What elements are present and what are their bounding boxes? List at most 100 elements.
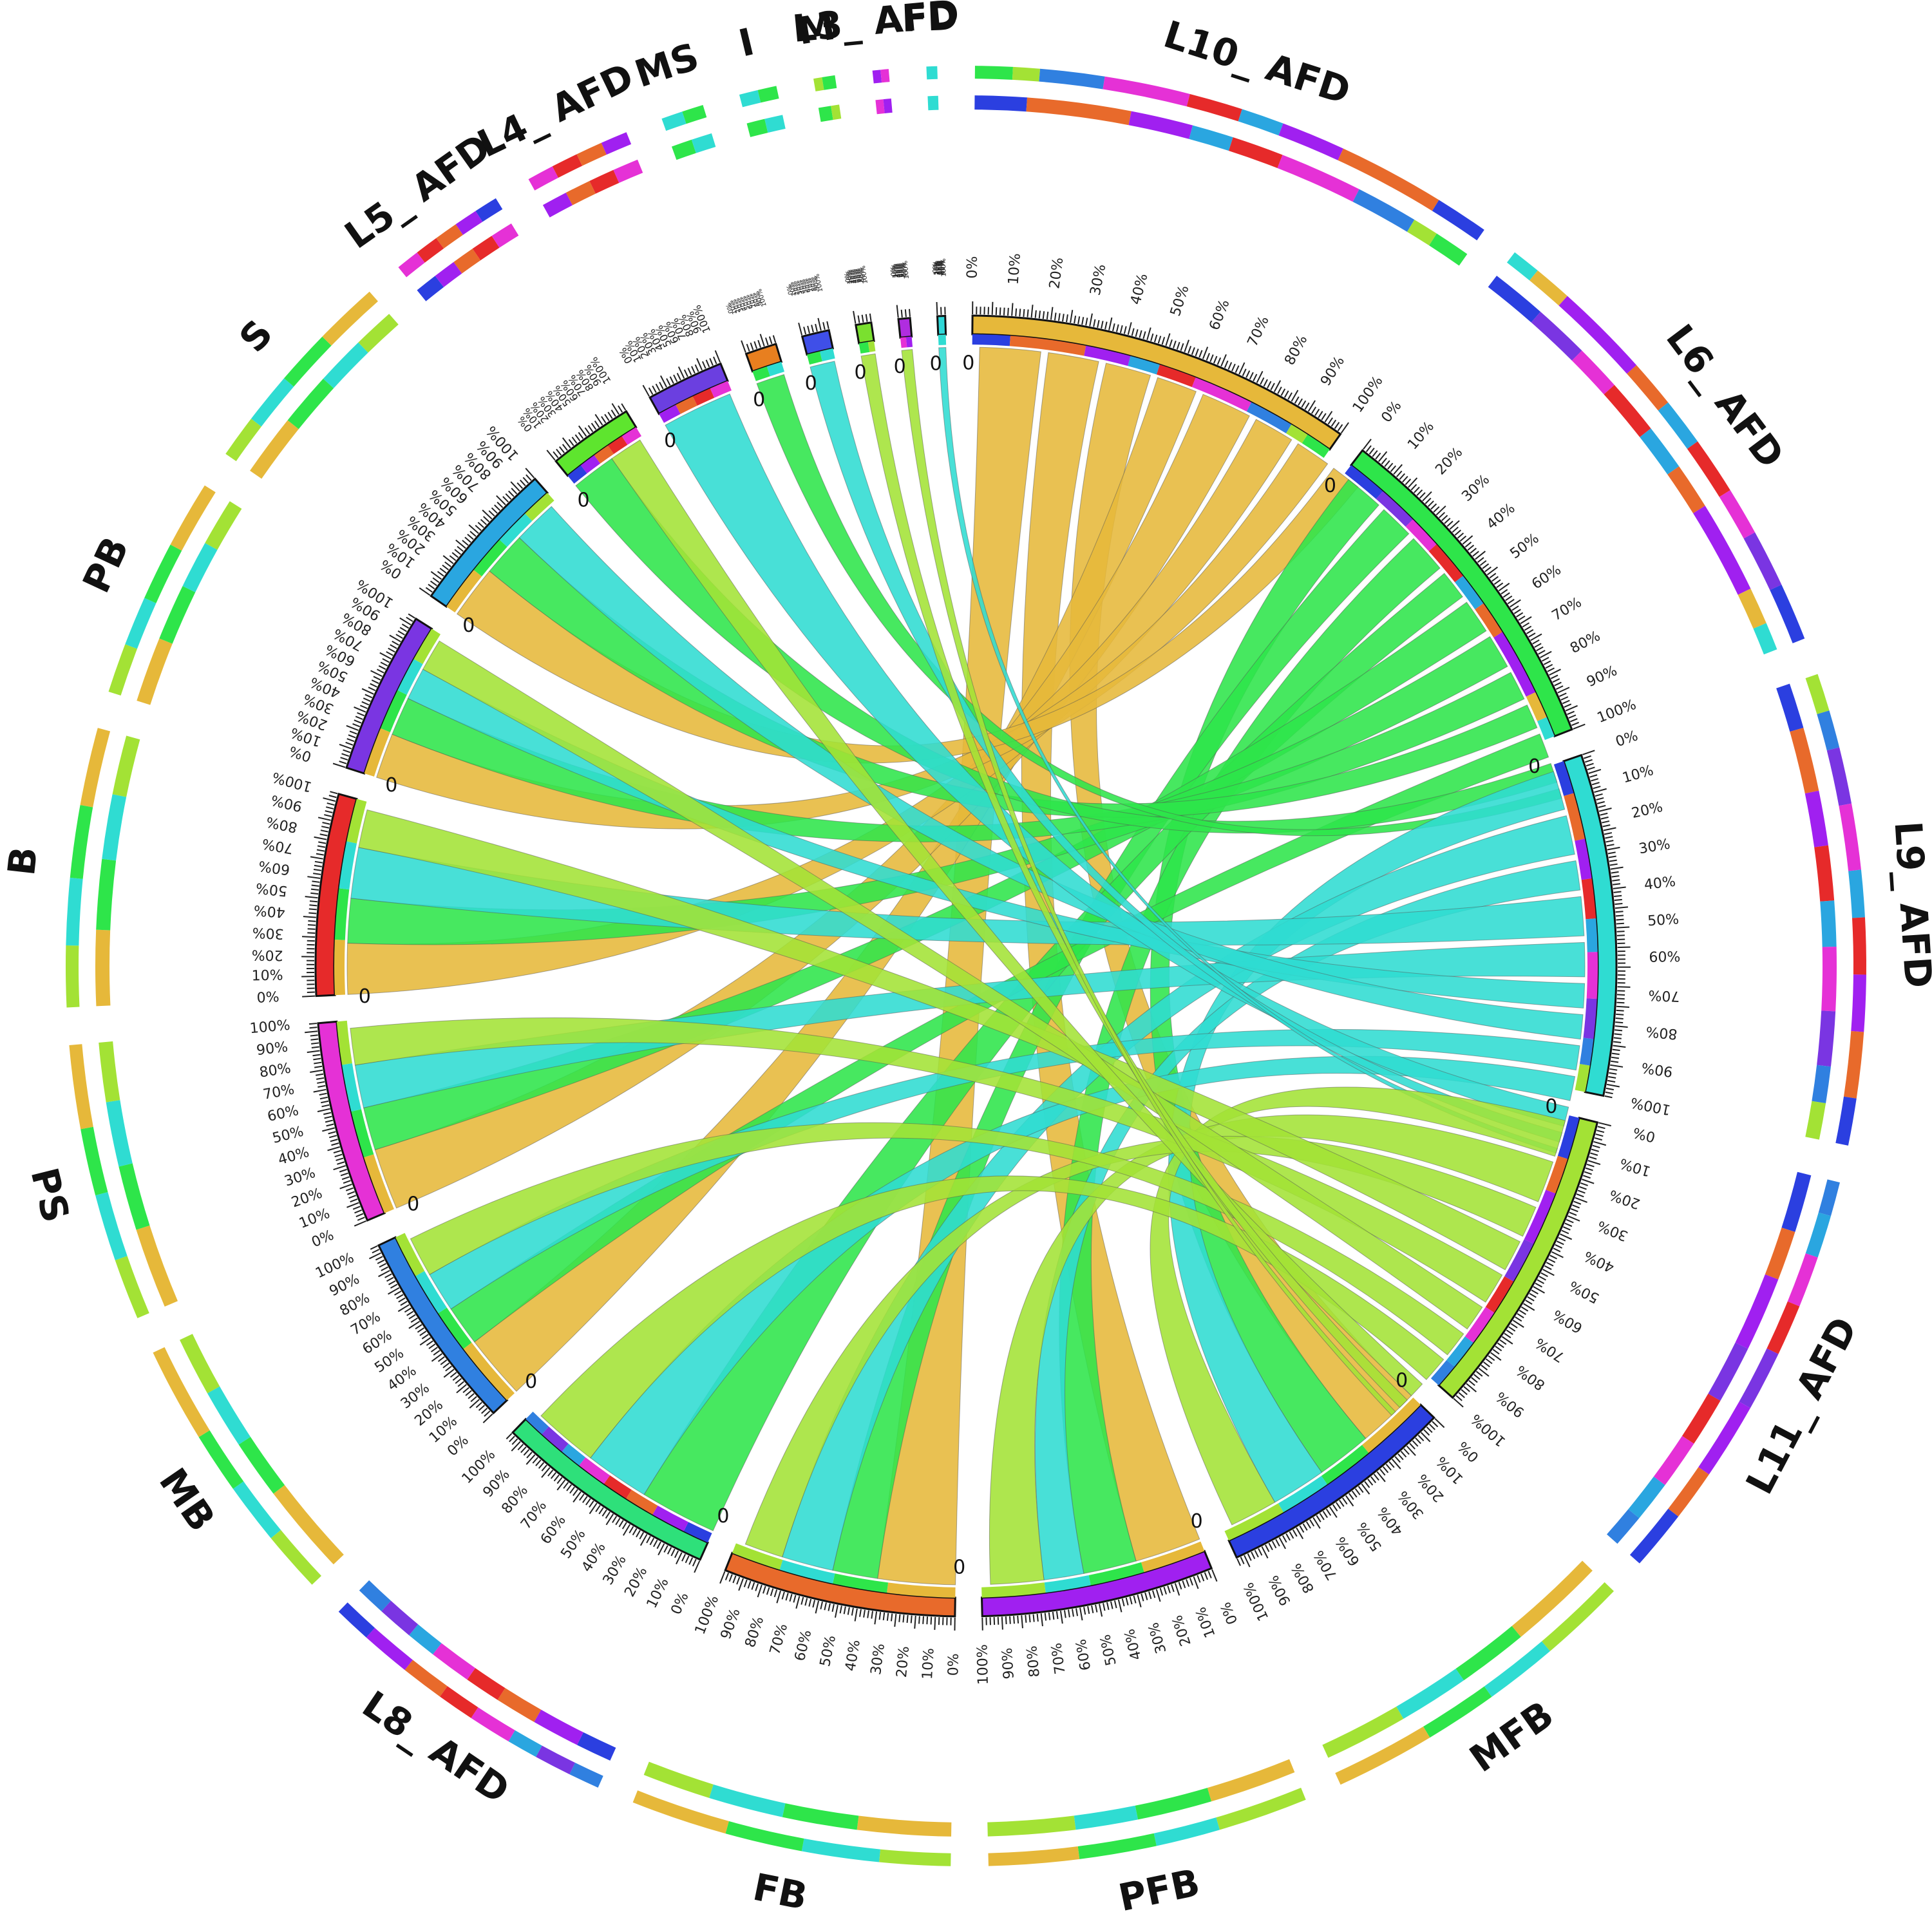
tick-label-M-1: 10%: [845, 269, 855, 285]
outer-track-1-L11_AFD-7: [1606, 1509, 1640, 1544]
tick-label-L6_AFD-4: 40%: [1484, 500, 1519, 533]
outer-track-2-PS-2: [80, 1126, 108, 1196]
ticks-L5_AFD: [546, 402, 627, 461]
tick-label-PFB-1: 10%: [1193, 1605, 1218, 1640]
tick-label-MFB-5: 50%: [1354, 1519, 1385, 1554]
ticks-PS: [305, 1023, 367, 1227]
outer-track-2-L8_AFD-0: [569, 1763, 603, 1788]
zero-label-FD: 0: [930, 353, 942, 375]
outer-track-1-L11_AFD-1: [1765, 1227, 1795, 1280]
tick-label-PS-9: 90%: [256, 1039, 289, 1059]
outer-track-2-S-2: [284, 336, 332, 387]
tick-label-L11_AFD-6: 60%: [1550, 1306, 1586, 1336]
outer-track-1-PB-1: [159, 585, 196, 644]
zero-label-L5_AFD: 0: [578, 489, 590, 511]
tick-label-M-8: 80%: [857, 267, 866, 283]
arc-inner-L8_AFD-3: [603, 1475, 632, 1499]
segment-label-MB: MB: [151, 1461, 224, 1540]
tick-label-L6_AFD-1: 10%: [1405, 419, 1437, 453]
tick-label-L3_AFD-5: 50%: [896, 263, 904, 278]
tick-label-B-1: 10%: [251, 968, 283, 985]
arc-inner-MFB-2: [1278, 1475, 1327, 1513]
outer-track-1-L6_AFD-4: [1640, 428, 1680, 475]
outer-track-2-L11_AFD-5: [1698, 1401, 1750, 1475]
ribbon-L11_AFD-MFB: [1150, 1086, 1566, 1526]
arc-inner-L6_AFD-4: [1455, 576, 1484, 610]
tick-label-PS-3: 30%: [283, 1165, 317, 1190]
tick-label-L3_AFD-9: 90%: [901, 263, 909, 278]
tick-label-L11_AFD-8: 80%: [1513, 1361, 1548, 1393]
outer-track-2-PS-3: [69, 1044, 93, 1130]
tick-label-L6_AFD-8: 80%: [1567, 628, 1603, 657]
outer-track-1-L10_AFD-5: [1277, 155, 1359, 202]
outer-track-1-L4_AFD-1: [565, 180, 596, 205]
outer-track-1-L10_AFD-8: [1429, 233, 1468, 266]
outer-track-1-L9_AFD-3: [1814, 845, 1835, 902]
ticks-I: [798, 317, 829, 336]
outer-track-1-L9_AFD-4: [1820, 900, 1837, 947]
outer-track-1-PS-2: [106, 1100, 133, 1167]
tick-label-L8_AFD-5: 50%: [558, 1526, 589, 1562]
outer-track-2-L6_AFD-3: [1627, 365, 1669, 411]
outer-track-2-PFB-3: [988, 1846, 1080, 1866]
ribbon-L6_AFD-FB: [832, 509, 1410, 1579]
outer-track-1-MS-0: [671, 139, 696, 160]
ticks-PFB: [981, 1569, 1218, 1631]
outer-track-1-L11_AFD-0: [1781, 1171, 1812, 1232]
outer-track-1-PFB-0: [1207, 1759, 1295, 1802]
tick-label-FB-8: 80%: [743, 1615, 768, 1649]
tick-label-I-6: 60%: [802, 278, 813, 293]
tick-label-L10_AFD-3: 30%: [1088, 263, 1110, 297]
outer-track-2-L5_AFD-3: [455, 211, 483, 235]
outer-track-1-MB-3: [180, 1334, 220, 1394]
tick-label-MFB-6: 60%: [1332, 1533, 1363, 1569]
tick-label-L3_AFD-4: 40%: [895, 263, 903, 278]
outer-track-1-L11_AFD-5: [1653, 1435, 1694, 1485]
arc-inner-L5_AFD-0: [567, 465, 587, 484]
outer-track-2-PB-1: [125, 598, 156, 649]
arc-inner-M-0: [858, 341, 870, 354]
outer-track-1-PB-3: [205, 501, 242, 550]
outer-track-1-L9_AFD-2: [1804, 790, 1828, 848]
outer-track-2-L4_AFD-0: [528, 166, 558, 191]
arc-inner-L5_AFD-2: [594, 445, 614, 464]
outer-track-2-S-1: [251, 378, 294, 427]
outer-track-1-PS-0: [136, 1225, 178, 1307]
tick-label-B-9: 90%: [269, 791, 303, 815]
outer-track-2-L9_AFD-2: [1826, 747, 1852, 806]
tick-label-L10_AFD-1: 10%: [1006, 252, 1024, 285]
outer-track-2-L6_AFD-1: [1530, 270, 1567, 306]
outer-track-2-FB-2: [725, 1821, 804, 1852]
arc-inner-L8_AFD-6: [542, 1426, 569, 1452]
ribbon-L9_AFD-S: [518, 506, 1584, 1040]
tick-label-PFB-7: 70%: [1048, 1642, 1068, 1675]
arc-inner-L6_AFD-2: [1405, 519, 1437, 551]
outer-track-1-L8_AFD-2: [497, 1688, 542, 1722]
outer-track-1-B-2: [102, 794, 127, 861]
arc-inner-MFB-1: [1321, 1444, 1369, 1484]
arc-inner-L9_AFD-2: [1575, 838, 1592, 880]
outer-track-1-S-1: [287, 379, 334, 430]
arc-inner-B-2: [339, 841, 357, 890]
arc-inner-PS-2: [342, 1063, 361, 1112]
arc-inner-PB-2: [397, 659, 423, 695]
outer-track-2-FB-1: [801, 1838, 881, 1862]
arc-inner-L6_AFD-7: [1526, 692, 1547, 721]
outer-track-2-L3_AFD-0: [872, 70, 882, 84]
tick-label-FD-2: 20%: [933, 261, 941, 276]
ribbon-L11_AFD-L8_AFD: [540, 1175, 1444, 1459]
outer-track-2-MB-0: [270, 1530, 322, 1585]
tick-label-FD-5: 50%: [936, 260, 943, 275]
outer-track-2-L8_AFD-4: [440, 1686, 478, 1718]
outer-track-1-FB-0: [857, 1815, 952, 1837]
tick-label-FD-3: 30%: [934, 261, 942, 276]
tick-label-L9_AFD-4: 40%: [1643, 874, 1677, 894]
outer-track-2-S-0: [225, 419, 261, 462]
arc-inner-L10_AFD-7: [1286, 424, 1308, 444]
tick-label-FB-6: 60%: [792, 1629, 815, 1663]
tick-label-M-6: 60%: [853, 268, 862, 283]
outer-track-1-L6_AFD-5: [1667, 466, 1705, 514]
ticks-MS: [741, 334, 777, 353]
tick-label-L6_AFD-5: 50%: [1507, 531, 1542, 562]
arc-inner-L10_AFD-3: [1128, 355, 1160, 375]
